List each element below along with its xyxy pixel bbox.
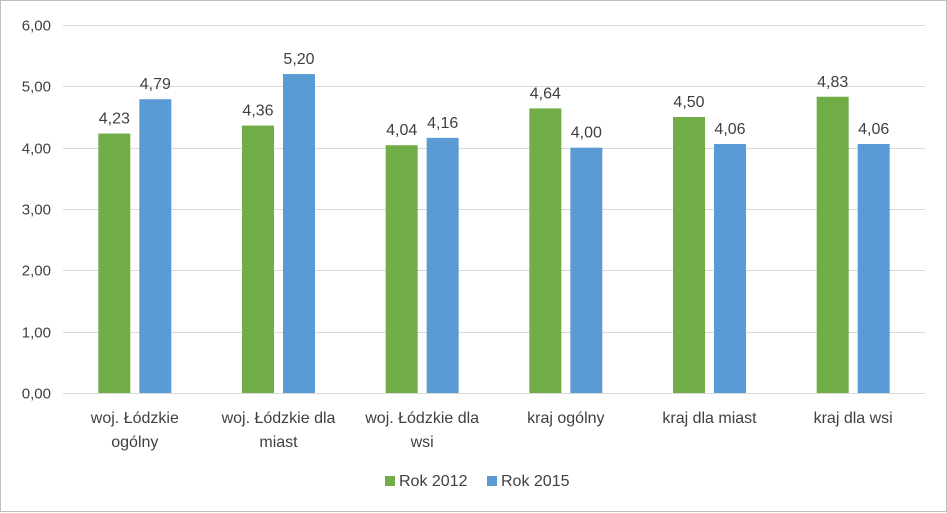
legend-swatch bbox=[487, 476, 497, 486]
x-category-label: woj. Łódzkie dla bbox=[221, 410, 336, 427]
data-label: 4,06 bbox=[714, 121, 745, 138]
y-tick-label: 4,00 bbox=[22, 141, 51, 158]
gridlines bbox=[63, 25, 925, 394]
y-tick-label: 3,00 bbox=[22, 202, 51, 219]
x-category-label: woj. Łódzkie dla bbox=[364, 410, 479, 427]
data-label: 4,79 bbox=[140, 76, 171, 93]
y-tick-label: 2,00 bbox=[22, 263, 51, 280]
legend-label: Rok 2012 bbox=[399, 473, 468, 490]
x-category-label: kraj dla wsi bbox=[814, 410, 893, 427]
y-tick-label: 0,00 bbox=[22, 386, 51, 403]
data-label: 4,64 bbox=[530, 85, 561, 102]
bar-rok-2012 bbox=[673, 117, 705, 393]
bar-rok-2015 bbox=[714, 143, 746, 393]
data-labels: 4,23 4,79 4,36 5,20 4,04 4,16 4,64 4,00 4,50 4,06… bbox=[99, 51, 890, 142]
bars bbox=[98, 74, 890, 394]
data-label: 4,36 bbox=[242, 103, 273, 120]
data-label: 4,16 bbox=[427, 115, 458, 132]
legend-label: Rok 2015 bbox=[501, 473, 570, 490]
x-axis-categories: woj. Łódzkie ogólny woj. Łódzkie dla miast w… bbox=[90, 410, 893, 451]
data-label: 4,06 bbox=[858, 121, 889, 138]
legend-swatch bbox=[385, 476, 395, 486]
legend: Rok 2012 Rok 2015 bbox=[385, 473, 570, 490]
x-category-label: kraj dla miast bbox=[662, 410, 757, 427]
data-label: 5,20 bbox=[283, 51, 314, 68]
bar-rok-2012 bbox=[98, 133, 131, 393]
y-axis-ticks: 0,00 1,00 2,00 3,00 4,00 5,00 6,00 bbox=[22, 18, 51, 403]
y-tick-label: 5,00 bbox=[22, 79, 51, 96]
bar-rok-2012 bbox=[242, 125, 274, 393]
x-category-label: ogólny bbox=[111, 434, 158, 451]
bar-rok-2012 bbox=[529, 108, 562, 393]
data-label: 4,50 bbox=[673, 94, 704, 111]
data-label: 4,23 bbox=[99, 111, 130, 128]
bar-rok-2015 bbox=[139, 99, 172, 394]
bar-rok-2012 bbox=[816, 96, 849, 393]
bar-rok-2015 bbox=[426, 137, 459, 393]
bar-rok-2012 bbox=[385, 145, 418, 393]
data-label: 4,83 bbox=[817, 74, 848, 91]
y-tick-label: 6,00 bbox=[22, 18, 51, 35]
data-label: 4,00 bbox=[571, 125, 602, 142]
y-tick-label: 1,00 bbox=[22, 325, 51, 342]
x-category-label: woj. Łódzkie bbox=[90, 410, 179, 427]
bar-rok-2015 bbox=[857, 143, 890, 393]
x-category-label: kraj ogólny bbox=[527, 410, 604, 427]
x-category-label: wsi bbox=[410, 434, 434, 451]
bar-rok-2015 bbox=[283, 74, 315, 394]
bar-rok-2015 bbox=[570, 147, 603, 393]
data-label: 4,04 bbox=[386, 122, 417, 139]
x-category-label: miast bbox=[259, 434, 298, 451]
